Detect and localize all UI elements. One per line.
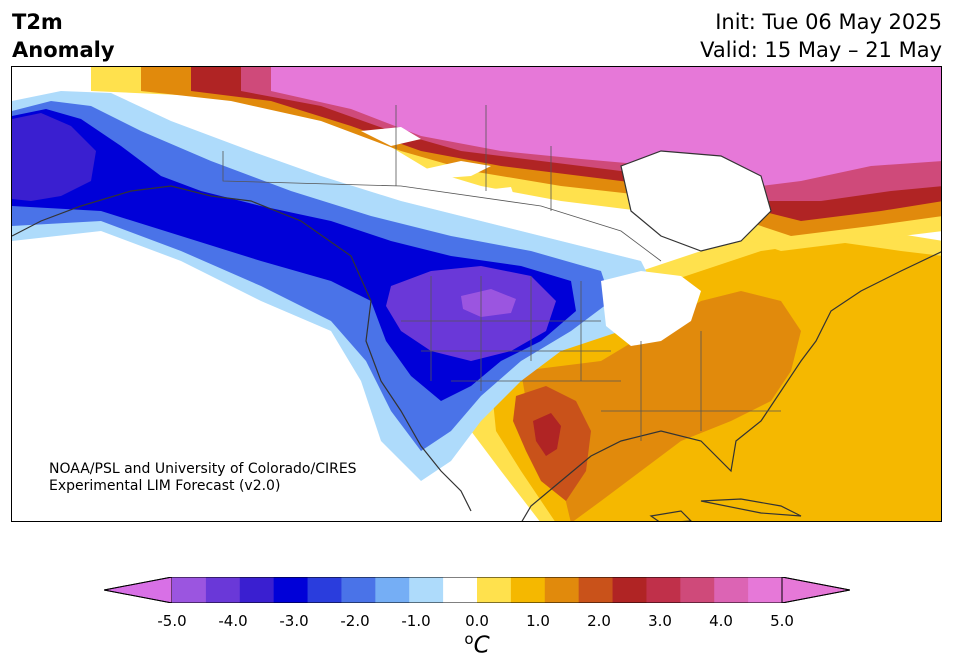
colorbar-tick-label: 4.0 bbox=[709, 612, 733, 630]
title-line-2: Anomaly bbox=[12, 38, 115, 62]
colorbar-tick-label: 2.0 bbox=[587, 612, 611, 630]
hudson-bay-neutral bbox=[621, 151, 771, 251]
colorbar-swatch bbox=[172, 577, 207, 603]
colorbar-swatch bbox=[646, 577, 681, 603]
colorbar-tick-label: -4.0 bbox=[218, 612, 248, 630]
unit-label: oC bbox=[464, 630, 489, 659]
arctic-ice-patch-2 bbox=[416, 161, 491, 179]
warm-layer-3 bbox=[521, 291, 801, 521]
colorbar-swatch bbox=[443, 577, 478, 603]
title-line-1: T2m bbox=[12, 10, 63, 34]
colorbar-swatch bbox=[273, 577, 309, 603]
colorbar bbox=[104, 577, 850, 603]
arctic-ice-patch-1 bbox=[361, 127, 421, 146]
credit-text: NOAA/PSL and University of Colorado/CIRE… bbox=[49, 461, 357, 495]
credit-line-1: NOAA/PSL and University of Colorado/CIRE… bbox=[49, 461, 357, 477]
colorbar-swatch bbox=[341, 577, 376, 603]
colorbar-tick-label: -3.0 bbox=[279, 612, 309, 630]
anomaly-map-svg bbox=[12, 67, 941, 521]
anomaly-map bbox=[11, 66, 942, 522]
great-lakes-neutral bbox=[601, 271, 701, 346]
colorbar-tick-label: 3.0 bbox=[648, 612, 672, 630]
cold-core-rockies-inner bbox=[461, 289, 516, 317]
colorbar-swatch bbox=[612, 577, 647, 603]
colorbar-tick-label: 1.0 bbox=[526, 612, 550, 630]
colorbar-swatch bbox=[748, 577, 783, 603]
colorbar-swatch bbox=[409, 577, 444, 603]
colorbar-swatch bbox=[544, 577, 580, 603]
unit-celsius: C bbox=[473, 632, 490, 659]
coastlines bbox=[12, 150, 941, 521]
colorbar-swatch bbox=[307, 577, 342, 603]
colorbar-swatch bbox=[375, 577, 410, 603]
texas-warm-core bbox=[533, 413, 561, 456]
cold-core-rockies bbox=[386, 266, 556, 361]
valid-date: Valid: 15 May – 21 May bbox=[700, 38, 942, 62]
colorbar-tick-label: 0.0 bbox=[465, 612, 489, 630]
colorbar-swatch bbox=[477, 577, 512, 603]
cold-core-alaska bbox=[12, 113, 96, 201]
forecast-dates: Init: Tue 06 May 2025 Valid: 15 May – 21… bbox=[700, 8, 942, 64]
colorbar-over-arrow bbox=[781, 577, 850, 603]
init-date: Init: Tue 06 May 2025 bbox=[715, 10, 942, 34]
colorbar-swatch bbox=[578, 577, 614, 603]
arctic-warm-core bbox=[271, 67, 941, 186]
political-borders bbox=[222, 105, 781, 441]
colorbar-under-arrow bbox=[104, 577, 173, 603]
colorbar-tick-label: -5.0 bbox=[157, 612, 187, 630]
colorbar-tick-label: 5.0 bbox=[770, 612, 794, 630]
colorbar-swatch bbox=[680, 577, 715, 603]
colorbar-swatch bbox=[205, 577, 241, 603]
colorbar-tick-label: -1.0 bbox=[401, 612, 431, 630]
unit-degree-sup: o bbox=[464, 630, 474, 648]
colorbar-swatch bbox=[239, 577, 275, 603]
colorbar-swatch bbox=[714, 577, 749, 603]
arctic-ice-patch-3 bbox=[476, 187, 513, 196]
credit-line-2: Experimental LIM Forecast (v2.0) bbox=[49, 478, 281, 494]
colorbar-swatch bbox=[510, 577, 546, 603]
colorbar-tick-label: -2.0 bbox=[340, 612, 370, 630]
chart-title: T2m Anomaly bbox=[12, 8, 115, 64]
